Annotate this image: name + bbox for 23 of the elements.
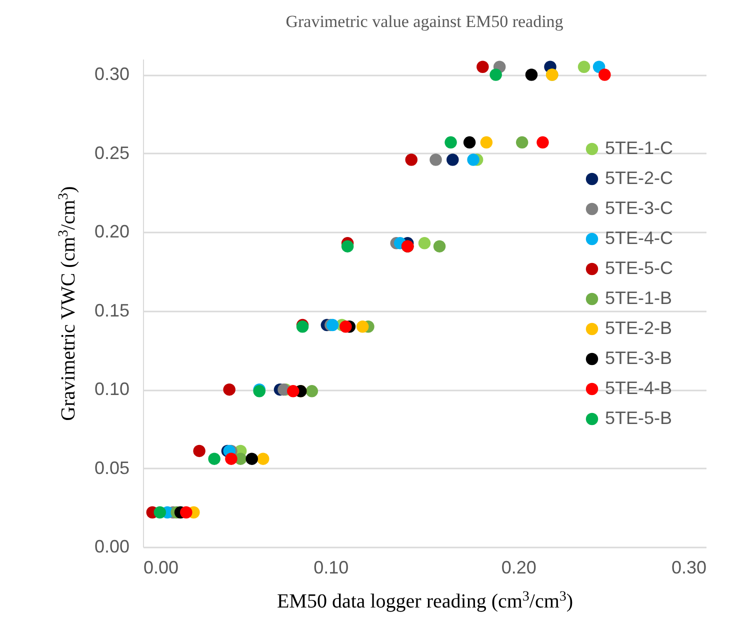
x-tick-label: 0.00 — [144, 558, 179, 578]
legend-label: 5TE-5-B — [605, 408, 672, 428]
legend-label: 5TE-1-B — [605, 288, 672, 308]
legend-label: 5TE-2-C — [605, 168, 674, 188]
y-tick-label: 0.15 — [94, 300, 130, 320]
y-tick-label: 0.25 — [94, 142, 130, 163]
legend-label: 5TE-4-B — [605, 378, 672, 398]
legend-label: 5TE-1-C — [605, 138, 674, 158]
y-tick-label: 0.10 — [94, 379, 130, 400]
legend-label: 5TE-5-C — [605, 258, 674, 278]
legend-label: 5TE-2-B — [605, 318, 672, 338]
legend-label: 5TE-3-C — [605, 198, 674, 218]
y-tick-label: 0.00 — [94, 536, 130, 556]
x-axis-title: EM50 data logger reading (cm$^{3}$/cm$^{3}$) — [276, 589, 574, 612]
legend-label: 5TE-4-C — [605, 228, 674, 248]
chart-title: Gravimetric value against EM50 reading — [286, 12, 564, 31]
y-tick-label: 0.20 — [94, 222, 130, 242]
legend-label: 5TE-3-B — [605, 348, 672, 368]
x-tick-label: 0.20 — [501, 558, 536, 578]
x-tick-label: 0.10 — [314, 558, 349, 578]
y-tick-label: 0.30 — [94, 64, 130, 84]
x-tick-label: 0.30 — [671, 558, 706, 578]
y-tick-label: 0.05 — [94, 458, 130, 478]
